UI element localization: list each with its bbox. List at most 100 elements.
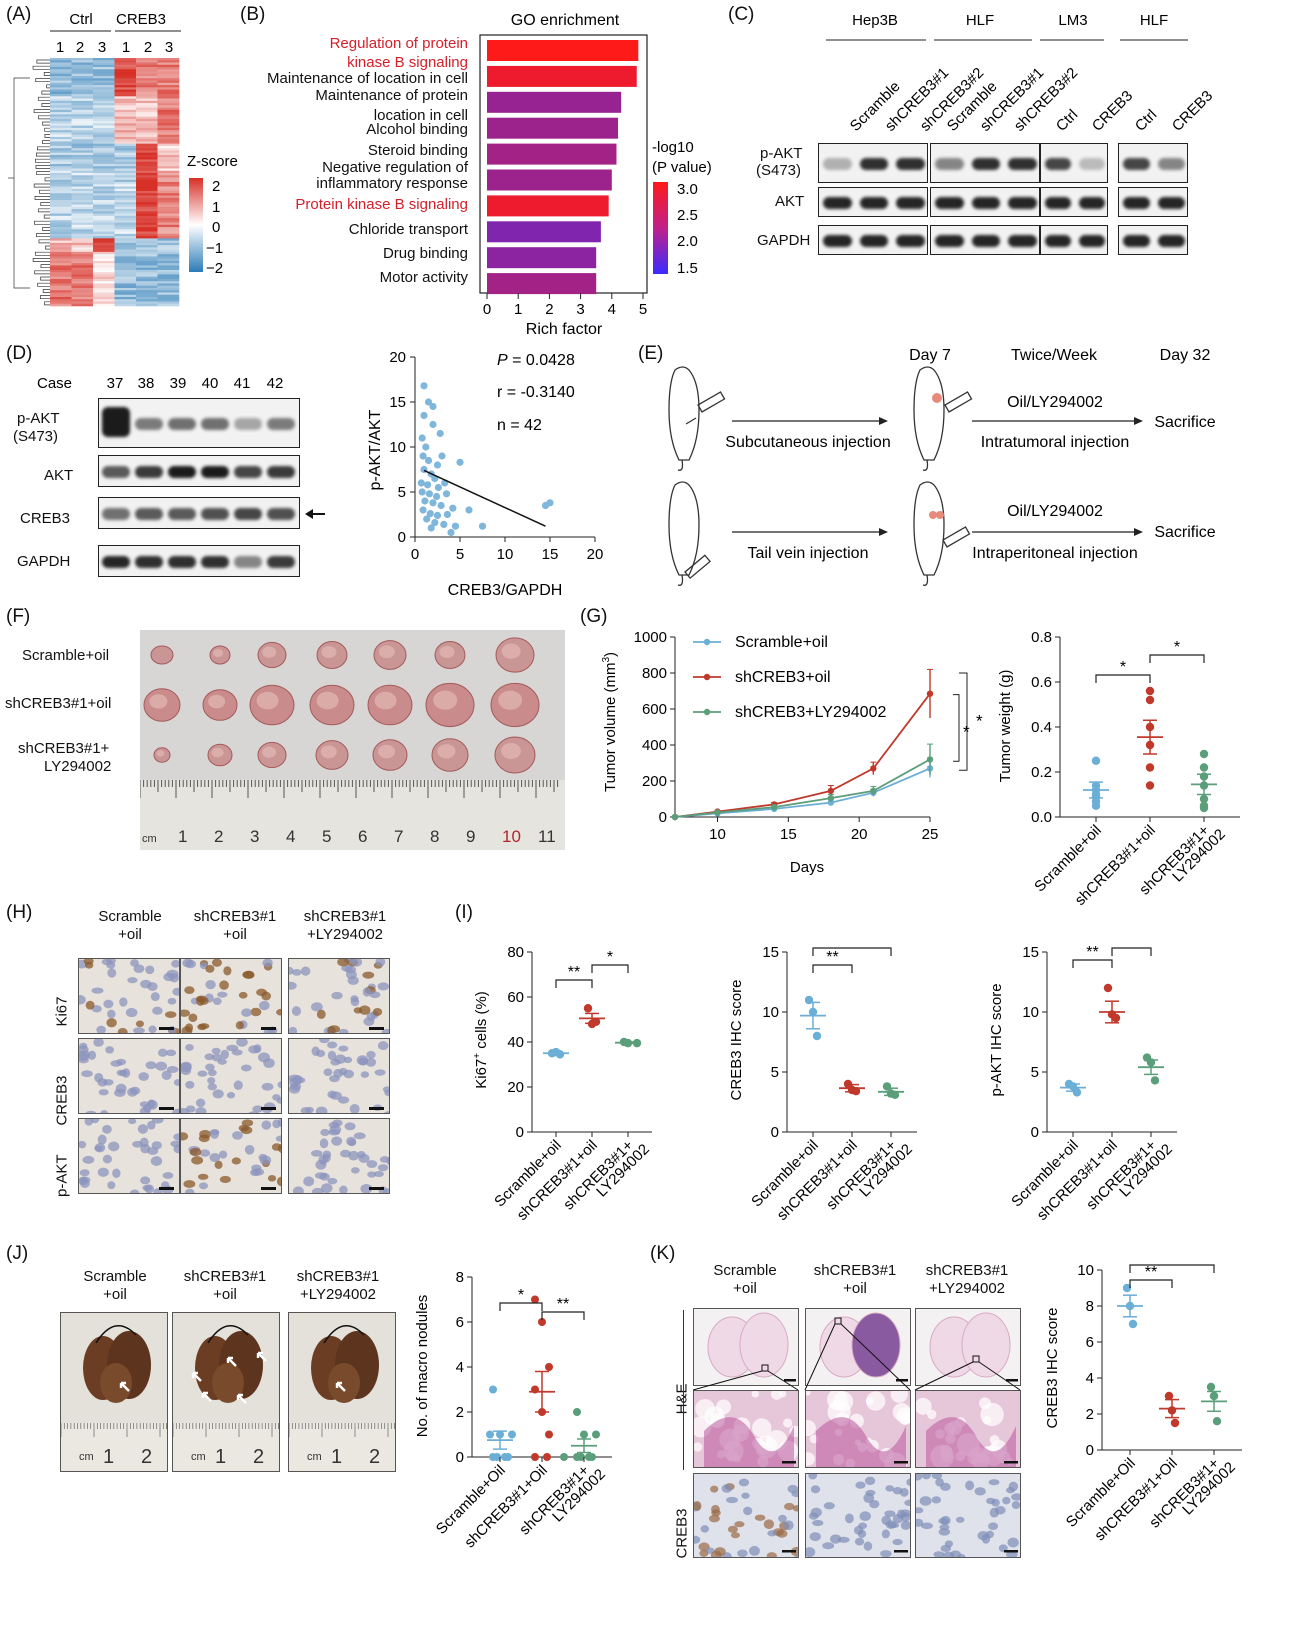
scheme-twice-week: Twice/Week	[1011, 347, 1098, 364]
case-number: 42	[267, 375, 284, 392]
heatmap-cell	[136, 269, 158, 273]
heatmap-cell	[71, 76, 94, 79]
heatmap-cell	[114, 292, 137, 296]
ruler-number: 4	[286, 827, 295, 846]
corr-point	[424, 481, 432, 489]
heatmap-cell	[114, 175, 137, 178]
corr-y-tick: 20	[389, 349, 406, 366]
blot-band	[935, 235, 964, 247]
heatmap-cell	[50, 229, 72, 232]
heatmap-cell	[114, 269, 137, 273]
heatmap-cell	[71, 281, 94, 284]
heatmap-cell	[93, 103, 115, 106]
heatmap-cell	[50, 118, 72, 122]
corr-point	[425, 490, 433, 498]
heatmap-cell	[136, 265, 158, 268]
heatmap-cell	[71, 200, 94, 203]
heatmap-cell	[136, 245, 158, 248]
mouse-icon	[913, 481, 945, 586]
heatmap-cell	[50, 267, 72, 271]
photo-row-label: LY294002	[44, 758, 112, 775]
heatmap-cell	[136, 100, 158, 104]
heatmap-cell	[71, 89, 94, 93]
heatmap-cell	[50, 202, 72, 205]
growth-legend-label: shCREB3+LY294002	[735, 704, 886, 721]
histology-image	[693, 1473, 799, 1558]
heatmap-cell	[114, 267, 137, 271]
growth-point	[671, 813, 679, 821]
dotplot-point	[1122, 1283, 1132, 1293]
heatmap-cell	[136, 290, 158, 293]
heatmap-cell	[157, 94, 180, 97]
heatmap-cell	[157, 85, 180, 88]
heatmap-cell	[50, 73, 72, 77]
heatmap-cell	[93, 172, 115, 176]
corr-point	[419, 452, 427, 460]
heatmap-cell	[114, 150, 137, 153]
heatmap-cell	[50, 269, 72, 273]
cell-line-label: Hep3B	[852, 12, 898, 29]
heatmap-cell	[157, 222, 180, 226]
nodule-y-axis-label: No. of macro nodules	[414, 1295, 431, 1438]
go-bar	[487, 91, 622, 113]
ruler-number: 1	[178, 827, 187, 846]
heatmap-cell	[157, 109, 180, 113]
significance-star: **	[1125, 940, 1137, 949]
heatmap-cell	[93, 170, 115, 174]
significance-star: **	[1145, 1264, 1157, 1281]
heatmap-cell	[157, 148, 180, 151]
heatmap-cell	[71, 96, 94, 99]
heatmap-cell	[136, 94, 158, 97]
heatmap-cell	[136, 276, 158, 280]
growth-point	[827, 799, 835, 806]
corr-point	[420, 382, 428, 390]
correlation-scatter: P = 0.0428 r = -0.3140 n = 42 CREB3/GAPD…	[367, 349, 603, 599]
tumor-weight-chart: Tumor weight (g) 0.00.20.40.60.8Scramble…	[997, 629, 1240, 909]
heatmap-cell	[136, 85, 158, 88]
heatmap-cell	[136, 272, 158, 275]
heatmap-cell	[114, 227, 137, 230]
dotplot-point	[1072, 1088, 1082, 1097]
ihc-row-label: Ki67	[53, 996, 71, 1027]
heatmap-cell	[50, 89, 72, 93]
corr-y-tick: 15	[389, 394, 406, 411]
heatmap-cell	[157, 58, 180, 61]
go-x-tick: 4	[608, 301, 616, 318]
heatmap-cell	[93, 175, 115, 178]
heatmap-cell	[136, 157, 158, 160]
dotplot-y-tick: 0	[1031, 1124, 1039, 1141]
ihc-image	[180, 958, 282, 1034]
heatmap-cell	[71, 184, 94, 187]
heatmap-cell	[50, 100, 72, 104]
blot-band	[102, 556, 130, 568]
heatmap-cell	[50, 251, 72, 255]
heatmap-cell	[114, 182, 137, 185]
heatmap-cell	[157, 107, 180, 111]
growth-y-tick: 800	[642, 665, 667, 682]
heatmap-cell	[93, 238, 115, 241]
heatmap-cell	[93, 209, 115, 212]
heatmap-cell	[157, 123, 180, 126]
photo-row-label: shCREB3#1+	[18, 740, 110, 757]
heatmap-cell	[71, 236, 94, 239]
go-term-label: Protein kinase B signaling	[295, 196, 468, 213]
heatmap-cell	[93, 182, 115, 185]
heatmap-cell	[157, 145, 180, 149]
corr-point	[422, 443, 430, 451]
blot-row-label: AKT	[44, 467, 74, 484]
heatmap-cell	[93, 107, 115, 111]
heatmap-cell	[136, 103, 158, 106]
heatmap-cell	[93, 145, 115, 149]
ruler-number: 7	[394, 827, 403, 846]
corr-point	[434, 483, 442, 492]
ruler-number: 6	[358, 827, 367, 846]
heatmap-cell	[50, 182, 72, 185]
blot-row-label: (S473)	[756, 162, 802, 179]
nodule-arrow-icon	[226, 1356, 237, 1367]
corr-p-value: P = 0.0428	[497, 352, 575, 369]
heatmap-cell	[71, 107, 94, 111]
heatmap-cell	[114, 76, 137, 79]
heatmap-cell	[93, 109, 115, 113]
heatmap-cell	[50, 281, 72, 284]
heatmap-cell	[157, 103, 180, 106]
